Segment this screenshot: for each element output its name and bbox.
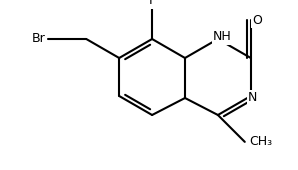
Text: F: F xyxy=(148,0,156,7)
Text: NH: NH xyxy=(212,30,231,44)
Text: Br: Br xyxy=(32,32,45,46)
Text: CH₃: CH₃ xyxy=(249,135,272,148)
Text: O: O xyxy=(252,13,262,27)
Text: N: N xyxy=(248,90,257,104)
